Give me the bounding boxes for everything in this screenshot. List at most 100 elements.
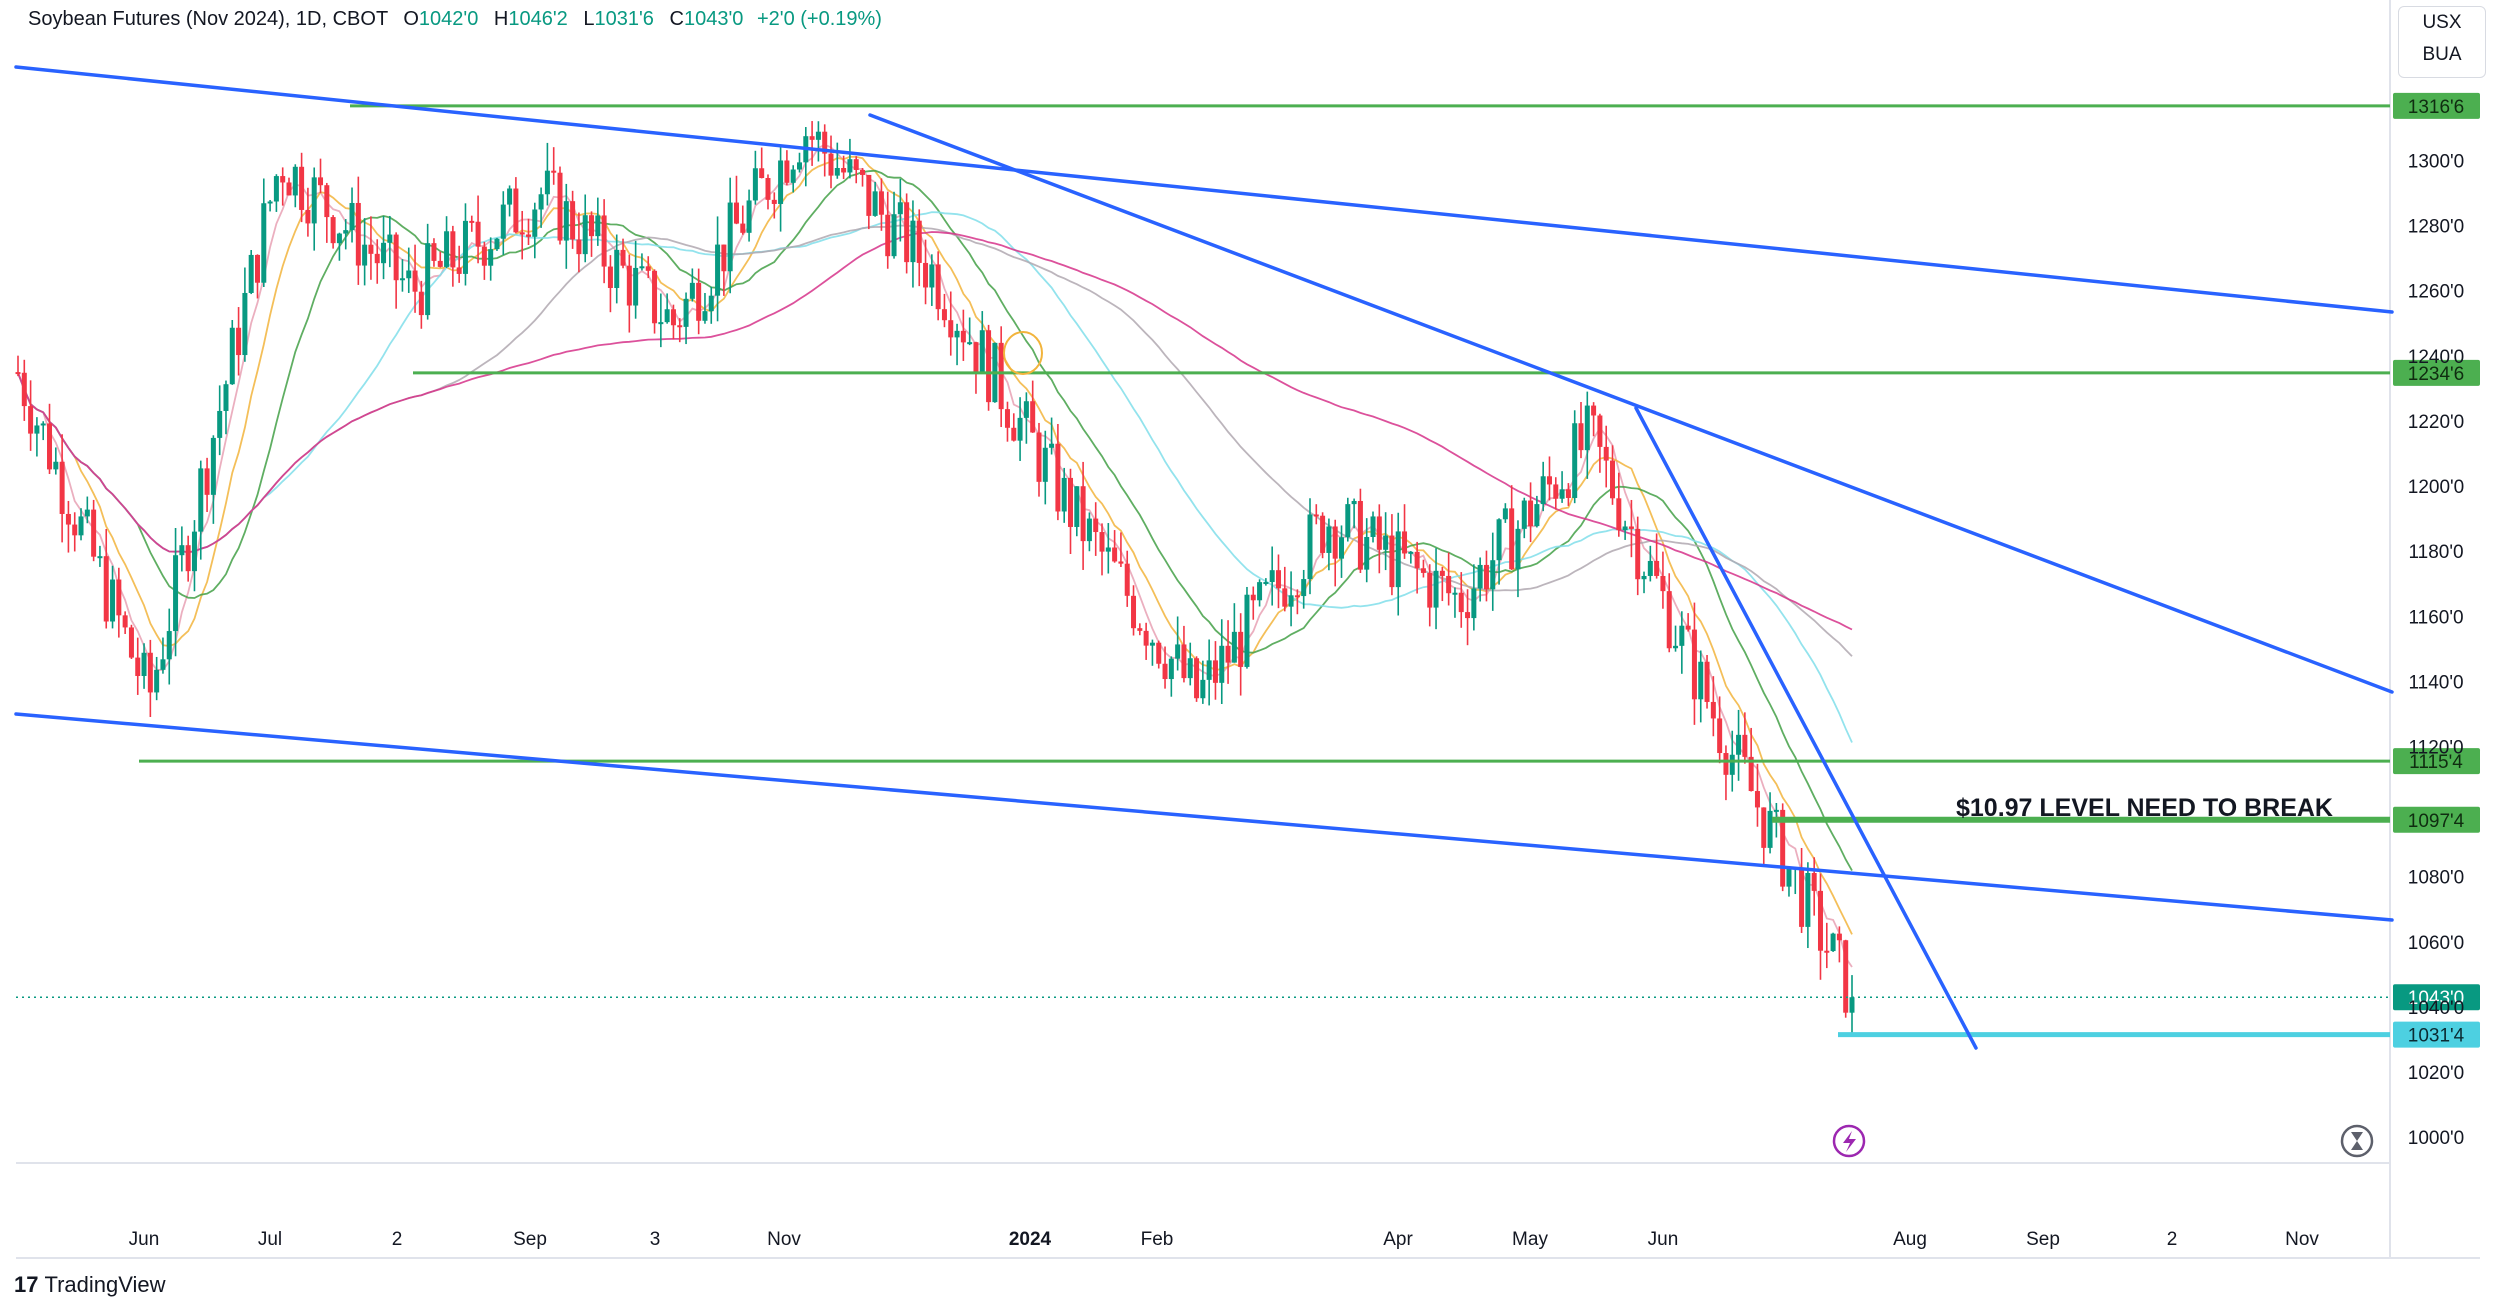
candle-body bbox=[1452, 592, 1458, 595]
candle-body bbox=[1149, 642, 1155, 646]
candle-body bbox=[1364, 536, 1370, 570]
candle bbox=[154, 656, 160, 701]
candle bbox=[254, 254, 260, 299]
candle bbox=[1830, 932, 1836, 952]
timer-icon[interactable] bbox=[2340, 1124, 2374, 1158]
candle-body bbox=[1616, 498, 1622, 531]
candle bbox=[21, 359, 27, 421]
candle-body bbox=[664, 309, 670, 323]
high-value: 1046'2 bbox=[508, 8, 568, 30]
candle bbox=[1591, 402, 1597, 437]
candle-body bbox=[576, 239, 582, 255]
ma-20-line bbox=[17, 169, 1853, 872]
candle bbox=[1546, 456, 1552, 501]
candle bbox=[1754, 763, 1760, 827]
candle-body bbox=[740, 223, 746, 233]
candle bbox=[1528, 482, 1534, 543]
candle-body bbox=[1250, 594, 1256, 601]
ma-40-line bbox=[17, 211, 1853, 743]
candle-body bbox=[1780, 809, 1786, 887]
candle bbox=[841, 155, 847, 180]
candle bbox=[620, 238, 626, 269]
candle-body bbox=[979, 330, 985, 372]
candle bbox=[1761, 807, 1767, 865]
candle-body bbox=[778, 160, 784, 204]
candle-body bbox=[1345, 504, 1351, 538]
candle bbox=[740, 205, 746, 235]
tradingview-branding[interactable]: 17 TradingView bbox=[14, 1272, 166, 1298]
x-axis-tick-label: Jun bbox=[129, 1229, 160, 1250]
ma-5-line bbox=[17, 143, 1853, 968]
candle bbox=[1049, 417, 1055, 455]
candle-body bbox=[1307, 514, 1313, 580]
candle bbox=[1509, 485, 1515, 570]
candle-body bbox=[1301, 579, 1307, 597]
candle bbox=[796, 152, 802, 173]
candle bbox=[229, 320, 235, 385]
upper-channel-trendline[interactable] bbox=[14, 65, 2394, 314]
candle bbox=[494, 237, 500, 251]
candle-body bbox=[809, 136, 815, 140]
candle bbox=[381, 216, 387, 280]
candle bbox=[1843, 939, 1849, 1018]
candle bbox=[198, 460, 204, 560]
candle-body bbox=[456, 267, 462, 274]
candle-body bbox=[652, 270, 658, 324]
candle bbox=[778, 145, 784, 232]
candle bbox=[897, 178, 903, 242]
candle bbox=[210, 435, 216, 524]
candle-body bbox=[973, 342, 979, 372]
candle-body bbox=[935, 264, 941, 310]
candle-body bbox=[532, 209, 538, 237]
candle-body bbox=[771, 199, 777, 204]
candle bbox=[362, 218, 368, 286]
candle-body bbox=[1326, 526, 1332, 553]
candle-body bbox=[1546, 476, 1552, 485]
candle bbox=[65, 500, 71, 553]
candle-body bbox=[1805, 872, 1811, 927]
candle bbox=[557, 166, 563, 245]
candle-body bbox=[929, 264, 935, 288]
candle bbox=[444, 216, 450, 268]
candle-body bbox=[1540, 476, 1546, 505]
candle-body bbox=[525, 234, 531, 237]
candle bbox=[689, 268, 695, 302]
candle bbox=[658, 293, 664, 348]
y-axis-tick-label: 1200'0 bbox=[2408, 477, 2464, 498]
candle bbox=[437, 251, 443, 268]
candle bbox=[481, 241, 487, 280]
candle bbox=[670, 304, 676, 340]
candle-body bbox=[1465, 612, 1471, 619]
candle bbox=[1578, 401, 1584, 459]
candle-body bbox=[412, 270, 418, 292]
candle bbox=[1723, 745, 1729, 801]
candle bbox=[765, 174, 771, 210]
low-value: 1031'6 bbox=[594, 8, 654, 30]
low-label: L bbox=[583, 8, 595, 30]
candle bbox=[324, 182, 330, 243]
candle-body bbox=[1402, 531, 1408, 554]
candle bbox=[1326, 518, 1332, 571]
candle-body bbox=[1263, 582, 1269, 585]
candle bbox=[853, 156, 859, 184]
candle-body bbox=[1313, 514, 1319, 517]
change-value: +2'0 (+0.19%) bbox=[756, 8, 882, 30]
candle bbox=[1635, 516, 1641, 596]
candle bbox=[1742, 712, 1748, 764]
candle bbox=[1137, 623, 1143, 636]
x-axis-tick-label: Nov bbox=[767, 1229, 801, 1250]
lower-channel-trendline[interactable] bbox=[14, 712, 2394, 922]
candle bbox=[141, 643, 147, 689]
candle bbox=[500, 191, 506, 255]
steep-downtrend-line[interactable] bbox=[1634, 406, 1978, 1050]
symbol-title[interactable]: Soybean Futures (Nov 2024), 1D, CBOT bbox=[28, 8, 388, 30]
candle bbox=[273, 174, 279, 212]
candle-body bbox=[1049, 443, 1055, 448]
mid-downtrend-line[interactable] bbox=[868, 113, 2394, 694]
symbol-header: Soybean Futures (Nov 2024), 1D, CBOT O10… bbox=[28, 8, 882, 31]
candle-body bbox=[1849, 997, 1855, 1013]
lightning-icon[interactable] bbox=[1832, 1124, 1866, 1158]
currency-unit-box[interactable]: USX BUA bbox=[2398, 6, 2486, 78]
candle-body bbox=[1704, 661, 1710, 702]
